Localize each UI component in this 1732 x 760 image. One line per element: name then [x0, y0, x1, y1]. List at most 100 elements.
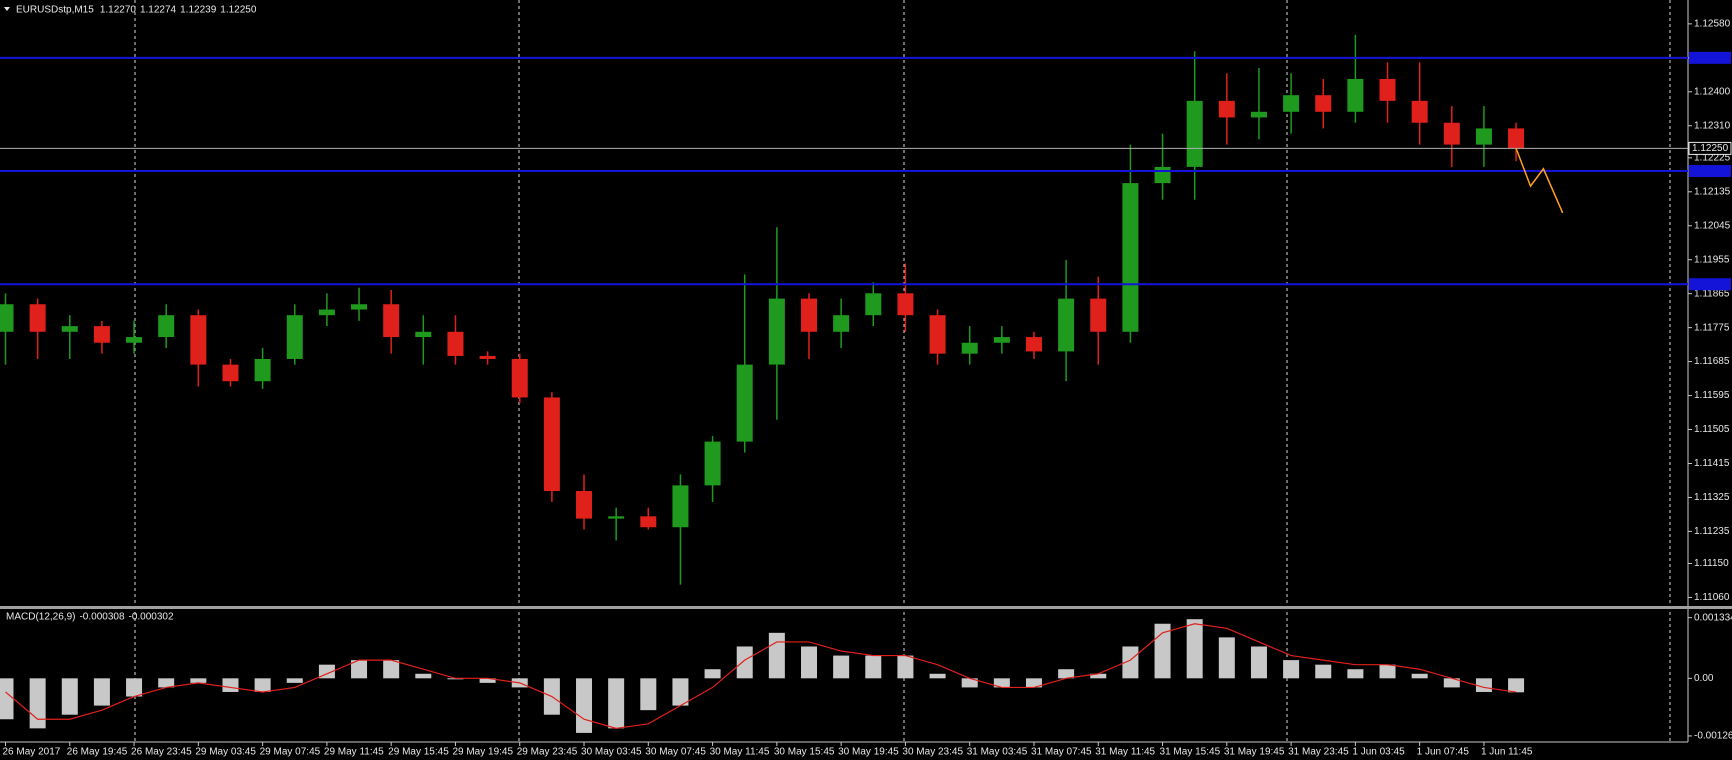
y-tick-label: 1.11235	[1694, 526, 1730, 537]
forecast-line	[1515, 148, 1564, 214]
macd-bar	[961, 678, 978, 688]
macd-bar	[1347, 669, 1364, 679]
x-tick-label: 30 May 19:45	[838, 747, 899, 758]
macd-bar	[1411, 673, 1428, 679]
x-tick-label: 30 May 23:45	[902, 747, 963, 758]
y-tick-label: -0.001267	[1694, 731, 1732, 742]
ohlc-value: 1.12250	[220, 5, 257, 16]
candle-body	[254, 358, 271, 382]
x-tick-label: 29 May 15:45	[388, 747, 449, 758]
candle-body	[1154, 166, 1171, 184]
candle-body	[833, 315, 850, 332]
macd-bar	[351, 660, 368, 679]
y-tick-label: 1.11325	[1694, 492, 1730, 503]
macd-bar	[865, 655, 882, 679]
candle-body	[897, 293, 914, 316]
macd-bar	[897, 655, 914, 679]
x-tick-label: 29 May 19:45	[452, 747, 513, 758]
macd-bar	[801, 646, 817, 679]
macd-bar	[29, 678, 46, 729]
x-tick-label: 29 May 11:45	[324, 747, 384, 758]
macd-value: -0.000302	[129, 612, 174, 623]
y-tick-label: 1.12135	[1694, 186, 1731, 197]
macd-bar	[1315, 664, 1332, 679]
candle-body	[415, 331, 432, 338]
candle-body	[768, 298, 785, 365]
macd-bar	[1508, 678, 1525, 693]
x-tick-label: 31 May 19:45	[1224, 747, 1285, 758]
menu-triangle[interactable]	[4, 7, 10, 11]
x-tick-label: 31 May 03:45	[967, 747, 1028, 758]
x-tick-label: 1 Jun 03:45	[1352, 747, 1405, 758]
x-tick-label: 29 May 07:45	[260, 747, 321, 758]
candle-body	[158, 315, 175, 338]
candle-body	[672, 485, 689, 528]
candle-body	[1315, 95, 1332, 112]
macd-bar	[1186, 619, 1203, 679]
macd-bar	[126, 678, 143, 697]
macd-bar	[1443, 678, 1460, 688]
x-tick-label: 26 May 23:45	[131, 747, 192, 758]
x-tick-label: 31 May 23:45	[1288, 747, 1349, 758]
macd-title: MACD(12,26,9)	[6, 612, 75, 623]
y-tick-label: 1.12580	[1694, 19, 1731, 30]
level-label	[1689, 165, 1731, 178]
candle-body	[1283, 95, 1300, 112]
macd-bar	[1154, 623, 1171, 679]
candle-body	[1122, 183, 1139, 332]
x-tick-label: 1 Jun 07:45	[1417, 747, 1470, 758]
candle-body	[736, 364, 753, 442]
x-tick-label: 29 May 03:45	[195, 747, 256, 758]
macd-bar	[254, 678, 271, 692]
candle-body	[993, 337, 1010, 343]
ohlc-value: 1.12239	[180, 5, 217, 16]
macd-bar	[479, 678, 496, 683]
y-tick-label: 1.11150	[1694, 558, 1729, 569]
candle-body	[1508, 128, 1525, 149]
candle-body	[511, 358, 528, 398]
macd-bar	[190, 678, 207, 683]
macd-bar	[93, 678, 110, 706]
candle-body	[1475, 128, 1492, 145]
macd-bar	[1283, 660, 1300, 679]
y-tick-label: 0.001334	[1694, 612, 1732, 623]
macd-bar	[1090, 673, 1107, 679]
ohlc-value: 1.12274	[140, 5, 177, 16]
macd-bar	[640, 678, 657, 711]
candle-body	[1186, 100, 1203, 167]
macd-bar	[929, 673, 946, 679]
x-tick-label: 31 May 15:45	[1160, 747, 1221, 758]
candle-body	[1347, 78, 1364, 112]
macd-bar	[1379, 664, 1396, 679]
y-tick-label: 1.12045	[1694, 220, 1731, 231]
macd-bar	[704, 669, 721, 679]
symbol-title: EURUSDstp,M15	[16, 5, 94, 16]
candle-body	[351, 304, 368, 310]
y-tick-label: 1.11060	[1694, 592, 1730, 603]
candle-body	[61, 326, 78, 332]
macd-bar	[1122, 646, 1139, 679]
candle-body	[1090, 298, 1107, 332]
candle-body	[447, 331, 464, 356]
x-tick-label: 29 May 23:45	[517, 747, 578, 758]
y-tick-label: 1.12310	[1694, 120, 1731, 131]
macd-bar	[1475, 678, 1492, 692]
candle-body	[318, 309, 335, 316]
level-label	[1689, 278, 1731, 291]
x-tick-label: 1 Jun 11:45	[1481, 747, 1533, 758]
macd-bar	[222, 678, 239, 692]
macd-bar	[0, 678, 14, 720]
y-tick-label: 1.11505	[1694, 424, 1730, 435]
x-tick-label: 30 May 03:45	[581, 747, 642, 758]
signal-line	[5, 623, 1517, 729]
candle-body	[1379, 78, 1396, 101]
candle-body	[286, 315, 303, 359]
candle-body	[608, 516, 625, 519]
x-tick-label: 26 May 2017	[3, 747, 61, 758]
y-tick-label: 1.11775	[1694, 322, 1730, 333]
y-tick-label: 1.12225	[1694, 152, 1731, 163]
candle-body	[0, 304, 14, 332]
y-tick-label: 0.00	[1694, 673, 1714, 684]
price-label: 1.12250	[1692, 143, 1729, 154]
